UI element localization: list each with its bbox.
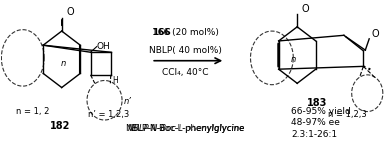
Text: NBLP( 40 mol%): NBLP( 40 mol%): [149, 46, 222, 55]
Text: 66-95% yield: 66-95% yield: [291, 107, 351, 116]
Text: n: n: [61, 59, 66, 68]
Text: O: O: [66, 7, 74, 17]
Text: n: n: [291, 55, 296, 64]
Text: 182: 182: [49, 121, 70, 131]
Text: n = 1, 2: n = 1, 2: [16, 107, 49, 116]
Text: CCl₄, 40°C: CCl₄, 40°C: [162, 68, 209, 76]
Text: 2.3:1-26:1: 2.3:1-26:1: [291, 130, 338, 139]
Text: 183: 183: [307, 98, 327, 108]
Text: NBLP-N-Boc-L-phenylglycine: NBLP-N-Boc-L-phenylglycine: [127, 124, 245, 133]
Text: NBLP-N-Boc-L-phenylglycine: NBLP-N-Boc-L-phenylglycine: [125, 124, 244, 133]
Text: n’: n’: [123, 97, 131, 106]
Text: O: O: [302, 4, 310, 14]
Text: NBLP-: NBLP-: [174, 124, 199, 133]
Text: 166 (20 mol%): 166 (20 mol%): [152, 28, 219, 37]
Text: 166: 166: [152, 28, 171, 37]
Text: 48-97% ee: 48-97% ee: [291, 118, 340, 127]
Text: OH: OH: [97, 42, 111, 51]
Text: O: O: [371, 29, 379, 39]
Text: n = 1,2,3: n = 1,2,3: [328, 110, 367, 119]
Text: H: H: [113, 76, 118, 85]
Text: n’ = 1,2,3: n’ = 1,2,3: [88, 110, 129, 119]
